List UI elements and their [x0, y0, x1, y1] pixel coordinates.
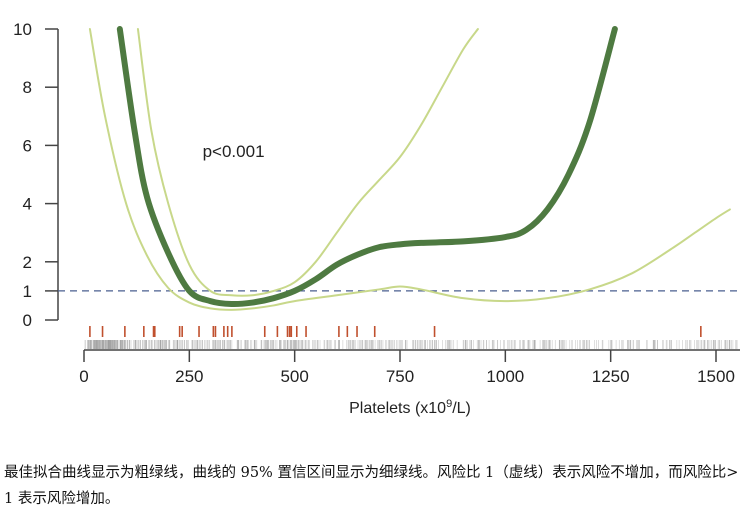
- p-value-annotation: p<0.001: [203, 142, 265, 161]
- y-tick-label: 8: [23, 78, 32, 97]
- y-tick-label: 6: [23, 136, 32, 155]
- x-tick-label: 750: [386, 367, 414, 386]
- x-tick-label: 500: [280, 367, 308, 386]
- y-axis: 0 1 2 4 6 8 10: [13, 20, 59, 330]
- y-tick-label: 0: [23, 311, 32, 330]
- ci-lower-line: [88, 28, 731, 311]
- y-tick-label: 10: [13, 20, 32, 39]
- x-tick-label: 1000: [486, 367, 524, 386]
- y-tick-label: 4: [23, 195, 32, 214]
- x-axis-title: Platelets (x109/L): [349, 398, 471, 417]
- x-tick-label: 1500: [697, 367, 735, 386]
- y-tick-label: 2: [23, 253, 32, 272]
- x-tick-label: 250: [175, 367, 203, 386]
- figure-caption: 最佳拟合曲线显示为粗绿线，曲线的 95% 置信区间显示为细绿线。风险比 1（虚线…: [4, 465, 739, 507]
- x-tick-label: 0: [79, 367, 88, 386]
- best-fit-line: [116, 26, 618, 308]
- x-tick-label: 1250: [592, 367, 630, 386]
- rugs: [84, 326, 738, 349]
- y-tick-label: 1: [23, 282, 32, 301]
- ci-upper-line: [136, 28, 479, 297]
- x-axis: 0 250 500 750 1000 1250 1500: [79, 349, 740, 386]
- series-group: [88, 26, 731, 311]
